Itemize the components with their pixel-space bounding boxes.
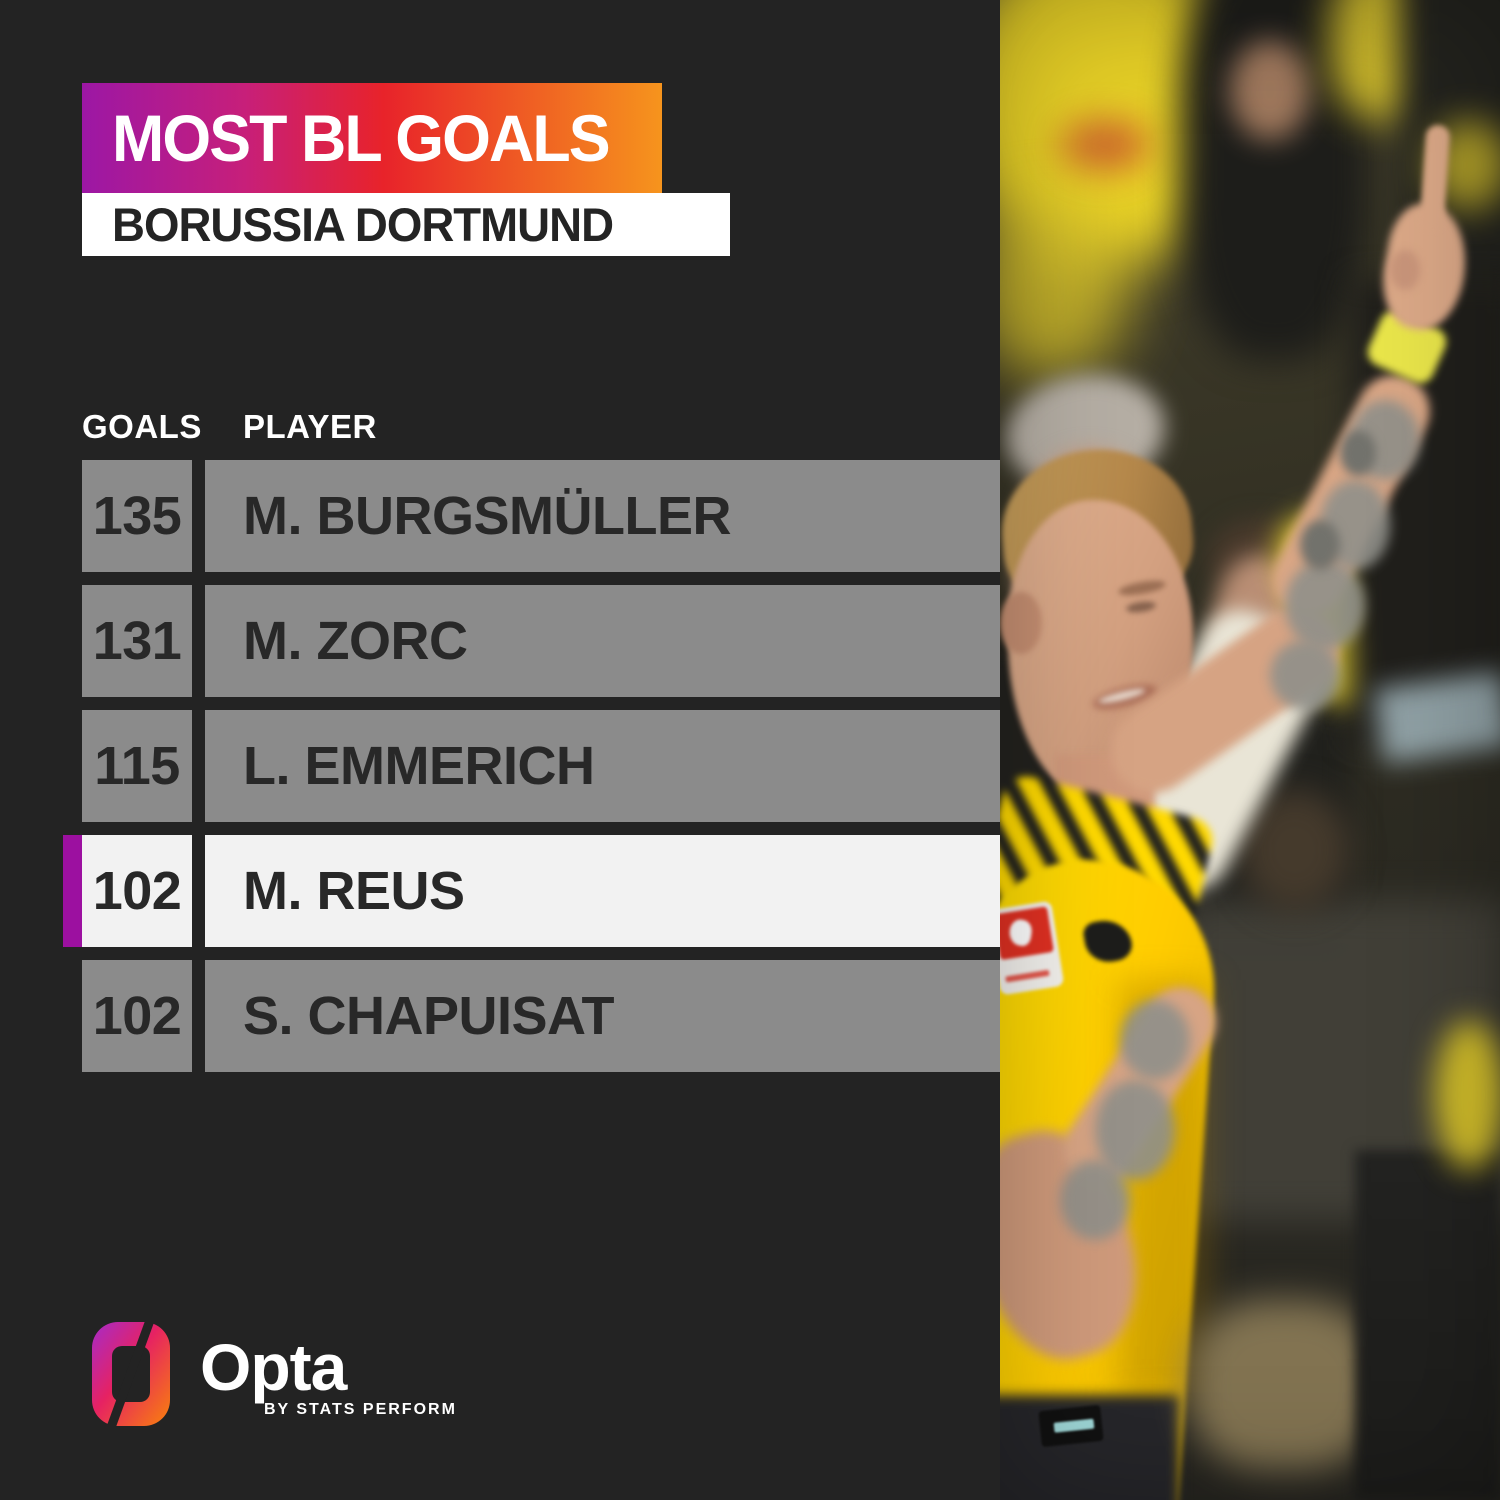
goals-cell: 115 (82, 710, 192, 822)
tattoo-blob (1350, 400, 1420, 480)
fan-face (1212, 555, 1307, 715)
crowd-yellow-scarf (1265, 503, 1400, 717)
background-dark-area (1350, 280, 1500, 740)
goals-column-header: GOALS (82, 408, 202, 445)
subtitle-banner: BORUSSIA DORTMUND (82, 193, 730, 256)
table-row: 102 M. REUS (63, 835, 1000, 947)
stats-table-rows: 135 M. BURGSMÜLLER 131 M. ZORC 115 L. EM… (63, 460, 1000, 1072)
table-row: 135 M. BURGSMÜLLER (82, 460, 1000, 572)
crowd-yellow-blob (1000, 0, 1250, 270)
crowd-dark-figure (1400, 0, 1500, 300)
jersey-shoulder-stripes (1000, 771, 1218, 989)
fan-face (1015, 450, 1165, 665)
jersey-shading (1120, 980, 1210, 1400)
title-banner: MOST BL GOALS (82, 83, 662, 193)
stadium-wall (1180, 900, 1500, 1220)
fan-cap (1000, 364, 1173, 501)
player-neck (1055, 755, 1155, 845)
brand-text-block: Opta BY STATS PERFORM (200, 1329, 457, 1419)
player-shorts (1000, 1395, 1180, 1500)
stats-table: GOALS PLAYER 135 M. BURGSMÜLLER 131 M. Z… (63, 406, 1000, 1085)
background-light-band (1373, 671, 1500, 764)
page-subtitle: BORUSSIA DORTMUND (112, 198, 614, 251)
table-row: 102 S. CHAPUISAT (82, 960, 1000, 1072)
opta-logo-icon (92, 1312, 170, 1436)
crowd-yellow-blob (1430, 120, 1500, 210)
raised-upper-arm (1093, 590, 1356, 810)
crowd-face (1230, 40, 1310, 140)
tattoo-blob (1095, 1080, 1175, 1180)
jersey-torso (1000, 852, 1223, 1500)
raised-forearm (1259, 362, 1443, 628)
raised-hand (1374, 199, 1476, 336)
dark-structure (1355, 1150, 1500, 1500)
fan-body (1190, 700, 1350, 960)
brand-tagline: BY STATS PERFORM (264, 1400, 457, 1418)
bundesliga-patch-red (1000, 906, 1054, 961)
player-cell: M. ZORC (205, 585, 1000, 697)
page-title: MOST BL GOALS (112, 101, 611, 175)
player-face (1008, 500, 1193, 800)
player-cell: M. REUS (205, 835, 1000, 947)
crowd-yellow-blob (1435, 1020, 1500, 1170)
tattoo-blob-dark (1300, 520, 1340, 570)
table-row: 131 M. ZORC (82, 585, 1000, 697)
player-cell: L. EMMERICH (205, 710, 1000, 822)
player-hair (1000, 442, 1199, 618)
brand-name: Opta (200, 1329, 347, 1404)
player-eye (1125, 599, 1157, 615)
background-cream-shape (1091, 595, 1339, 905)
brand-footer: Opta BY STATS PERFORM (92, 1312, 457, 1436)
crowd-dark-figure (1180, 0, 1370, 360)
tattoo-blob (1270, 640, 1340, 710)
table-row: 115 L. EMMERICH (82, 710, 1000, 822)
pointing-finger (1419, 124, 1451, 231)
tattoo-blob (1060, 1160, 1130, 1240)
jersey-hem-tag-stripe (1053, 1418, 1095, 1433)
player-ear (1000, 592, 1042, 654)
tattoo-blob-dark (1340, 430, 1376, 476)
jersey-hem-tag (1038, 1404, 1104, 1448)
goals-cell: 131 (82, 585, 192, 697)
blurred-spectator (1240, 790, 1350, 910)
crowd-yellow-blob (1000, 200, 1130, 380)
crowd-yellow-flag (1330, 0, 1450, 120)
table-header: GOALS PLAYER (82, 406, 1000, 446)
fan-body (1000, 640, 1170, 980)
player-teeth (1097, 686, 1147, 706)
player-cell: M. BURGSMÜLLER (205, 460, 1000, 572)
player-cell: S. CHAPUISAT (205, 960, 1000, 1072)
yellow-wristband (1363, 306, 1451, 388)
fan-hair (1210, 520, 1310, 600)
bundesliga-kicker-figure (1007, 918, 1034, 948)
left-upper-arm (1000, 1114, 1158, 1376)
bundesliga-patch-text (1005, 969, 1050, 983)
crowd-red-smudge (1060, 120, 1150, 170)
player-column-header: PLAYER (243, 408, 377, 445)
goals-cell: 135 (82, 460, 192, 572)
tattoo-blob (1120, 1000, 1190, 1080)
player-smile (1090, 680, 1160, 714)
tattoo-blob (1320, 480, 1390, 570)
blurred-bench (1190, 1300, 1380, 1470)
puma-logo (1081, 916, 1135, 966)
goals-cell: 102 (82, 960, 192, 1072)
bundesliga-patch (1000, 900, 1065, 996)
tattoo-blob (1285, 560, 1365, 650)
player-photo (1000, 0, 1500, 1500)
goals-cell: 102 (82, 835, 192, 947)
left-forearm (1050, 973, 1230, 1197)
hand-thumb (1390, 250, 1420, 290)
player-brow (1117, 577, 1167, 599)
